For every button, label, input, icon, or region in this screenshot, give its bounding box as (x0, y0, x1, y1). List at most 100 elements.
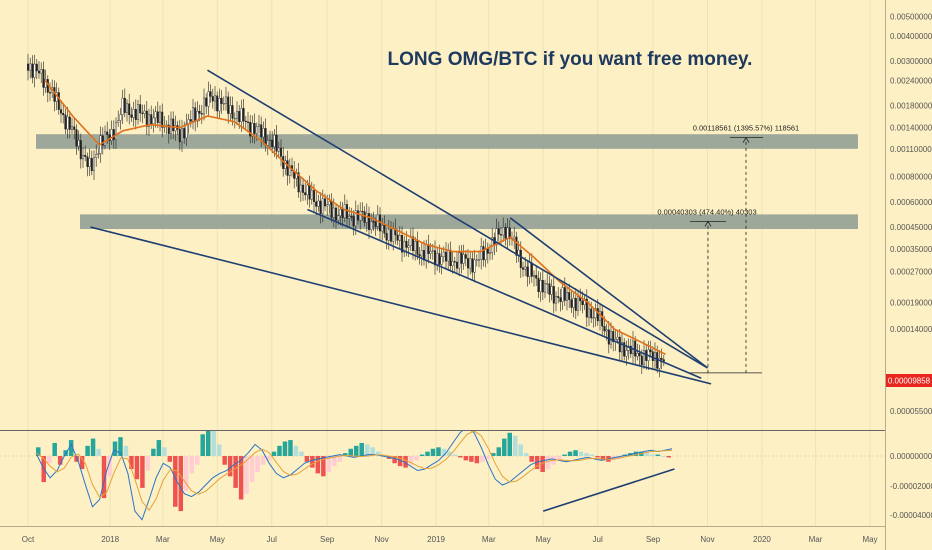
candle-body (621, 342, 624, 353)
candle-body (588, 308, 591, 318)
candle-body (577, 296, 580, 311)
histogram-bar (562, 454, 567, 456)
candle-body (315, 201, 318, 207)
candle-body (145, 110, 148, 127)
x-tick-label: Sep (320, 535, 335, 544)
histogram-bar (118, 437, 123, 456)
candle-body (456, 261, 459, 269)
candle-body (147, 114, 150, 127)
candle-body (209, 91, 212, 97)
trendline (509, 217, 708, 369)
candle-body (607, 329, 610, 345)
histogram-bar (129, 456, 134, 470)
histogram-bar (397, 456, 403, 467)
candle-body (368, 213, 371, 230)
candle-body (469, 258, 472, 269)
candle-body (302, 184, 305, 193)
candle-body (632, 340, 635, 355)
candle-body (513, 236, 516, 240)
histogram-bar (545, 456, 551, 470)
histogram-bar (271, 451, 277, 456)
x-tick-label: Oct (22, 535, 35, 544)
candle-body (154, 111, 157, 119)
resistance-zones (36, 134, 858, 230)
candle-body (506, 227, 509, 239)
candle-body (299, 184, 302, 193)
candle-body (429, 251, 432, 254)
candle-body (341, 209, 344, 219)
candle-body (161, 111, 164, 128)
y-tick-label: 0.00180000 (890, 102, 932, 111)
candle-body (530, 262, 533, 277)
candle-body (370, 221, 373, 230)
candle-body (304, 192, 307, 196)
candle-body (581, 300, 584, 305)
x-tick-label: Sep (646, 535, 661, 544)
histogram-bar (354, 445, 359, 456)
measure-label: 0.00040303 (474.40%) 40303 (657, 207, 756, 216)
candle-body (403, 240, 406, 253)
histogram-bar (567, 451, 573, 456)
histogram-bar (337, 456, 343, 462)
histogram-bar (189, 456, 194, 474)
candle-body (288, 165, 291, 176)
candle-body (381, 225, 384, 232)
histogram-bar (485, 456, 491, 459)
histogram-bar (469, 456, 474, 462)
histogram-bar (425, 451, 430, 456)
histogram-bar (392, 456, 397, 464)
candle-body (308, 184, 311, 200)
candle-body (651, 351, 654, 361)
histogram-bar (600, 456, 606, 461)
histogram-bar (52, 442, 57, 456)
candle-body (497, 228, 500, 235)
measure-arrow (742, 136, 750, 143)
candle-body (198, 110, 201, 114)
candle-body (365, 213, 368, 223)
histogram-bar (145, 456, 151, 471)
candle-body (317, 200, 320, 207)
candle-body (508, 227, 511, 239)
histogram-bar (332, 456, 337, 467)
candle-body (81, 154, 84, 160)
candle-body (383, 225, 386, 234)
candle-body (601, 311, 604, 327)
candle-body (453, 261, 456, 263)
candle-body (418, 254, 421, 257)
candle-body (238, 111, 241, 123)
candle-body (489, 252, 492, 254)
histogram-bar (589, 454, 595, 456)
histogram-bar (441, 448, 447, 456)
histogram-bar (463, 456, 469, 461)
candle-body (350, 216, 353, 218)
candle-body (568, 292, 571, 300)
candle-body (178, 129, 181, 143)
candle-body (390, 229, 393, 242)
candle-body (643, 350, 646, 365)
candle-body (440, 256, 443, 265)
candle-body (552, 286, 555, 304)
osc-y-tick-label: 0.00000000 (890, 452, 932, 461)
histogram-bar (403, 456, 408, 468)
histogram-bar (238, 456, 244, 500)
candle-body (84, 154, 87, 157)
candle-body (533, 275, 536, 277)
x-tick-label: 2020 (753, 535, 771, 544)
candle-body (475, 259, 478, 261)
candle-body (335, 207, 338, 221)
candle-body (253, 123, 256, 134)
candle-body (482, 246, 485, 261)
candle-body (172, 118, 175, 132)
candle-body (174, 125, 177, 132)
histogram-bar (107, 456, 112, 477)
candle-body (229, 105, 232, 114)
candle-body (541, 280, 544, 293)
histogram-bar (474, 456, 480, 464)
x-tick-label: Jul (267, 535, 277, 544)
candle-body (266, 140, 269, 146)
candle-body (70, 126, 73, 130)
histogram-bar (167, 456, 173, 462)
trendline (207, 69, 708, 369)
candle-body (222, 103, 225, 105)
